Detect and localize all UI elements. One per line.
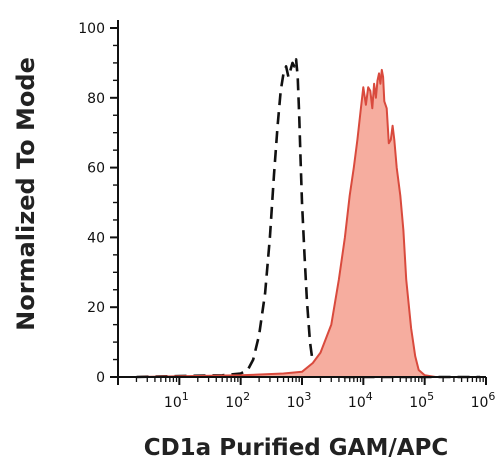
x-tick-label: 105 [409, 390, 434, 411]
y-tick-label: 0 [96, 370, 105, 386]
x-tick-label: 103 [287, 390, 312, 411]
x-axis-label: CD1a Purified GAM/APC [144, 435, 449, 461]
y-tick-label: 80 [87, 91, 105, 107]
x-tick-label: 104 [348, 390, 373, 411]
sample-histogram-line [136, 68, 481, 378]
control-histogram-line [136, 58, 481, 379]
axes: 0 20 40 60 80 100 101 102 103 104 105 106 [78, 20, 495, 411]
y-tick-label: 100 [78, 21, 105, 37]
x-tick-label: 106 [471, 390, 496, 411]
y-axis-label: Normalized To Mode [12, 57, 40, 331]
y-tick-label: 60 [87, 161, 105, 177]
plot-area [136, 58, 481, 379]
x-tick-label: 102 [225, 390, 250, 411]
y-tick-label: 40 [87, 230, 105, 246]
y-tick-label: 20 [87, 300, 105, 316]
x-tick-label: 101 [164, 390, 189, 411]
